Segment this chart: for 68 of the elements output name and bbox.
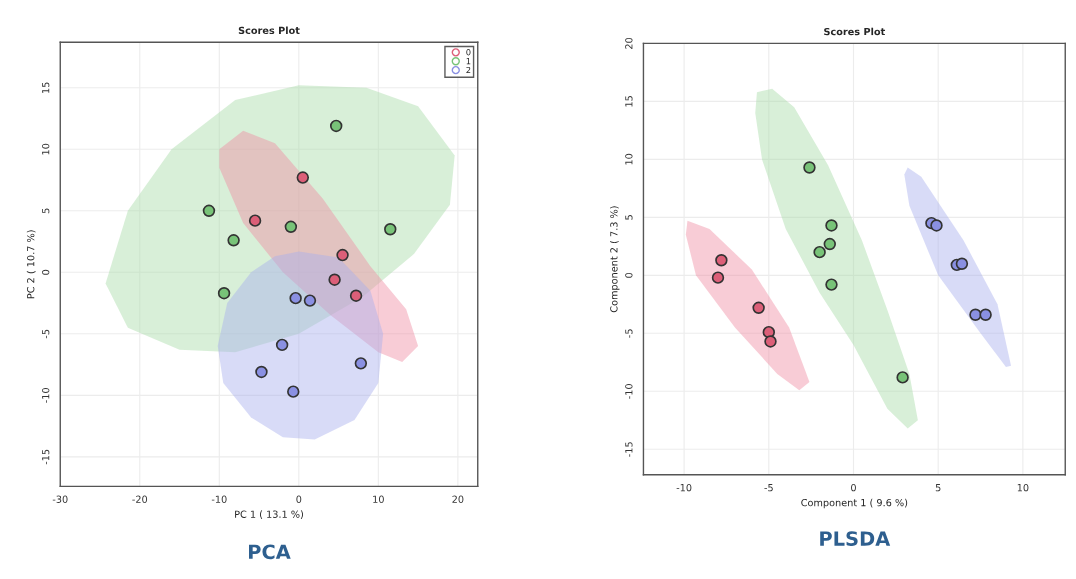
x-tick-label: -10 — [676, 483, 692, 492]
point — [255, 365, 268, 379]
point — [979, 308, 992, 321]
point — [336, 248, 349, 262]
point — [715, 254, 728, 267]
y-tick-label: 15 — [625, 96, 633, 107]
chart-title: Scores Plot — [238, 26, 300, 35]
point — [227, 234, 240, 247]
point — [955, 257, 969, 270]
y-tick-label: 5 — [625, 215, 633, 220]
point — [328, 273, 341, 286]
point — [202, 204, 216, 218]
y-tick-label: 10 — [41, 143, 50, 155]
y-tick-label: -15 — [625, 442, 633, 457]
point — [969, 308, 982, 321]
x-tick-label: -5 — [764, 484, 773, 492]
point — [813, 245, 826, 259]
x-tick-label: -10 — [211, 495, 227, 503]
point — [752, 301, 765, 315]
x-tick-label: 10 — [1017, 483, 1029, 492]
chart-title: Scores Plot — [824, 27, 886, 36]
legend-label: 2 — [466, 66, 471, 74]
x-tick-label: 10 — [373, 495, 384, 503]
y-tick-label: -15 — [42, 449, 50, 465]
point — [287, 385, 300, 398]
y-tick-label: -5 — [625, 329, 633, 338]
y-tick-label: -10 — [41, 388, 50, 403]
x-axis-title: Component 1 ( 9.6 %) — [801, 498, 908, 509]
y-tick-label: -5 — [42, 329, 50, 339]
x-tick-label: -20 — [132, 495, 148, 503]
point — [217, 287, 231, 300]
point — [384, 223, 397, 236]
y-tick-label: 10 — [625, 153, 633, 165]
point — [275, 338, 289, 352]
legend-label: 0 — [466, 49, 471, 56]
point — [825, 278, 838, 291]
point — [349, 289, 363, 302]
point — [896, 371, 909, 384]
y-tick-label: 20 — [625, 37, 633, 49]
y-tick-label: 15 — [42, 82, 50, 93]
x-tick-label: 5 — [935, 484, 941, 492]
x-axis-title: PC 1 ( 13.1 %) — [235, 510, 303, 520]
text: PCA — [249, 544, 291, 560]
x-tick-label: 20 — [452, 495, 464, 503]
point — [248, 214, 262, 227]
y-tick-label: 0 — [625, 272, 633, 278]
point — [803, 161, 816, 174]
point — [329, 119, 343, 133]
point — [289, 291, 302, 305]
point — [296, 171, 310, 184]
point — [764, 335, 777, 348]
point — [303, 294, 317, 307]
y-tick-label: 5 — [42, 208, 50, 214]
point — [354, 357, 368, 370]
y-tick-label: 0 — [41, 269, 50, 275]
point — [930, 219, 943, 232]
point — [284, 220, 298, 234]
point — [823, 237, 836, 251]
x-tick-label: 0 — [851, 483, 856, 492]
y-axis-title: PC 2 ( 10.7 %) — [26, 230, 36, 299]
y-axis-title: Component 2 ( 7.3 %) — [610, 206, 620, 313]
x-tick-label: 0 — [296, 495, 302, 503]
x-tick-label: -30 — [52, 495, 68, 503]
point — [711, 271, 725, 284]
text: PLSDA — [820, 531, 891, 546]
y-tick-label: -10 — [625, 384, 633, 399]
legend-label: 1 — [466, 58, 471, 65]
point — [825, 219, 838, 232]
